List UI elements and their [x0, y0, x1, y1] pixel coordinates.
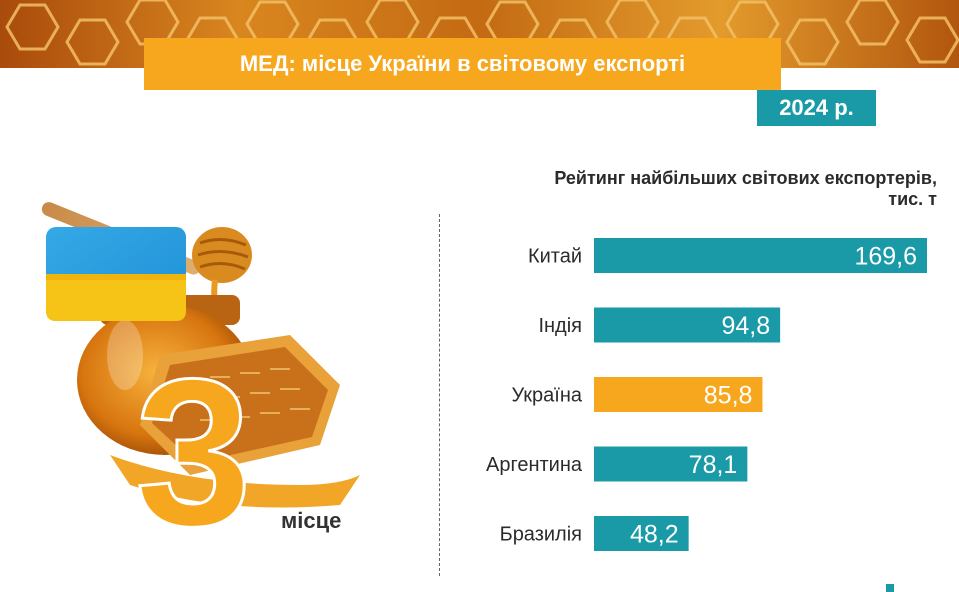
bar-value-label: 169,6: [854, 243, 917, 271]
page-title: МЕД: місце України в світовому експорті: [144, 38, 781, 90]
category-label: Аргентина: [486, 454, 583, 476]
bar: [594, 446, 748, 482]
rank-number: 3: [135, 335, 252, 535]
bar: [594, 516, 689, 551]
ukraine-flag-icon: [46, 227, 186, 321]
bar: [594, 307, 781, 343]
bar-highlight: [594, 377, 763, 412]
bar-value-label: 78,1: [689, 451, 738, 479]
export-bar-chart: Китай 169,6 Індія 94,8 Україна 85,8 Аргентина 7…: [486, 238, 927, 551]
category-label: Україна: [511, 385, 582, 407]
chart-title: Рейтинг найбільших світових експортерів,…: [440, 168, 937, 210]
category-label: Китай: [528, 246, 582, 268]
chart-subtitle: тис. т: [888, 189, 937, 209]
honeycomb-pieces: [110, 335, 360, 508]
category-label: Бразилія: [500, 524, 582, 546]
corner-accent: [886, 584, 894, 592]
bar-value-label: 85,8: [704, 382, 753, 410]
year-badge: 2024 р.: [757, 90, 876, 126]
honey-illustration: 3: [41, 202, 360, 535]
bar-value-label: 48,2: [630, 521, 679, 549]
divider-line: [439, 214, 440, 576]
rank-label: місце: [281, 508, 342, 533]
bar-value-label: 94,8: [721, 312, 770, 340]
category-label: Індія: [538, 315, 582, 337]
chart-title-line: Рейтинг найбільших світових експортерів,: [554, 168, 937, 188]
bar: [594, 238, 927, 273]
